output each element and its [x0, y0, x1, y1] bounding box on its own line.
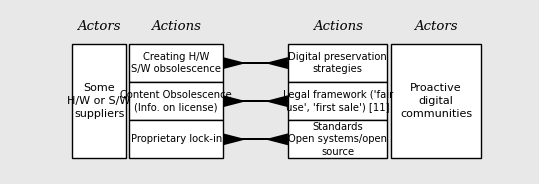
Polygon shape — [223, 133, 246, 145]
Polygon shape — [265, 95, 288, 107]
Polygon shape — [223, 95, 246, 107]
FancyBboxPatch shape — [288, 82, 388, 120]
Text: Digital preservation
strategies: Digital preservation strategies — [288, 52, 387, 74]
Text: Actors: Actors — [414, 20, 458, 33]
Text: Actions: Actions — [151, 20, 201, 33]
FancyBboxPatch shape — [223, 138, 288, 140]
Text: Some
H/W or S/W
suppliers: Some H/W or S/W suppliers — [67, 83, 131, 119]
FancyBboxPatch shape — [223, 100, 288, 102]
FancyBboxPatch shape — [129, 44, 223, 82]
Text: Actors: Actors — [78, 20, 121, 33]
FancyBboxPatch shape — [129, 120, 223, 158]
FancyBboxPatch shape — [288, 120, 388, 158]
Text: Content Obsolescence
(Info. on license): Content Obsolescence (Info. on license) — [120, 90, 232, 112]
FancyBboxPatch shape — [129, 82, 223, 120]
FancyBboxPatch shape — [391, 44, 481, 158]
Text: Creating H/W
S/W obsolescence: Creating H/W S/W obsolescence — [131, 52, 221, 74]
Polygon shape — [223, 57, 246, 69]
Text: Legal framework ('fair
use', 'first sale') [11]: Legal framework ('fair use', 'first sale… — [282, 90, 393, 112]
Text: Proactive
digital
communities: Proactive digital communities — [400, 83, 472, 119]
FancyBboxPatch shape — [72, 44, 126, 158]
Polygon shape — [265, 133, 288, 145]
Text: Standards
Open systems/open
source: Standards Open systems/open source — [288, 122, 387, 157]
FancyBboxPatch shape — [288, 44, 388, 82]
Text: Proprietary lock-in: Proprietary lock-in — [130, 134, 222, 144]
Polygon shape — [265, 57, 288, 69]
FancyBboxPatch shape — [223, 62, 288, 64]
Text: Actions: Actions — [313, 20, 363, 33]
